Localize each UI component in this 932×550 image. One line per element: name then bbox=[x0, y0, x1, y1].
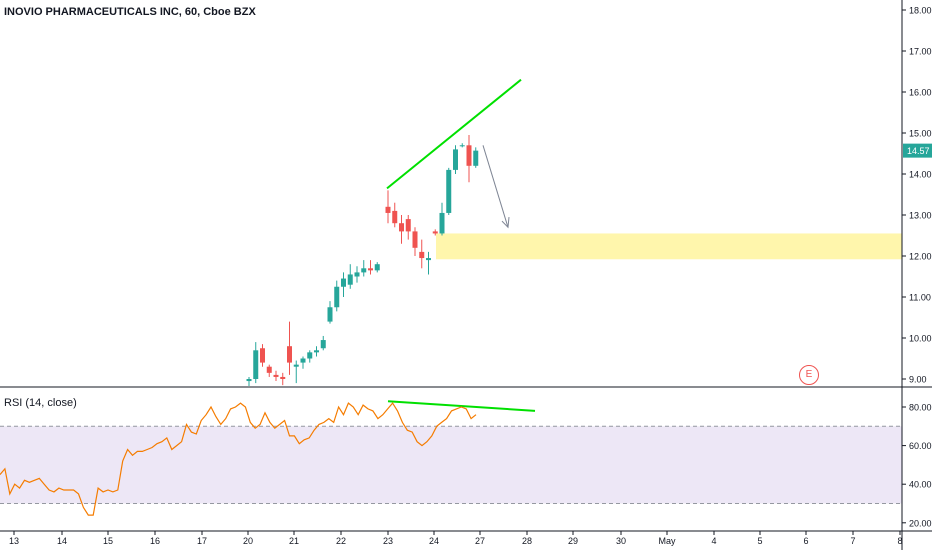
candle-body bbox=[439, 212, 445, 234]
time-tick-label: 27 bbox=[475, 536, 485, 546]
time-tick-label: 13 bbox=[9, 536, 19, 546]
rsi-line bbox=[0, 402, 477, 516]
candle-body bbox=[253, 350, 259, 379]
rsi-tick-label: 40.00 bbox=[909, 480, 932, 490]
candle-body bbox=[280, 376, 286, 379]
candle-body bbox=[347, 274, 353, 285]
candle-body bbox=[314, 350, 319, 353]
candle-body bbox=[399, 223, 404, 232]
candlestick-series bbox=[246, 135, 479, 386]
time-tick-label: 29 bbox=[568, 536, 578, 546]
candle-body bbox=[307, 352, 313, 359]
candle-body bbox=[327, 307, 333, 322]
candle-body bbox=[320, 340, 326, 349]
candle-body bbox=[446, 169, 452, 213]
candle-body bbox=[300, 358, 306, 363]
price-tick-label: 11.00 bbox=[909, 293, 931, 303]
rsi-title: RSI (14, close) bbox=[4, 397, 77, 409]
candle-body bbox=[368, 268, 373, 271]
arrow-head bbox=[501, 217, 510, 229]
price-tick-label: 12.00 bbox=[909, 252, 932, 262]
candle-body bbox=[287, 346, 292, 363]
time-tick-label: 15 bbox=[103, 536, 113, 546]
trendline-price[interactable] bbox=[386, 78, 522, 190]
candle-body bbox=[341, 278, 346, 287]
projection-arrow[interactable] bbox=[482, 145, 510, 229]
candle-body bbox=[361, 268, 367, 273]
candle-body bbox=[334, 286, 340, 308]
candle-body bbox=[392, 210, 398, 224]
time-tick-label: 23 bbox=[383, 536, 393, 546]
candle-body bbox=[273, 374, 279, 377]
candle-body bbox=[260, 348, 265, 363]
time-tick-label: 16 bbox=[150, 536, 160, 546]
price-tick-label: 18.00 bbox=[909, 6, 932, 16]
rsi-tick-label: 80.00 bbox=[909, 403, 932, 413]
arrow-shaft bbox=[482, 145, 509, 228]
time-tick-label: 20 bbox=[243, 536, 253, 546]
candle-body bbox=[459, 145, 465, 147]
time-tick-label: 22 bbox=[336, 536, 346, 546]
chart-title: INOVIO PHARMACEUTICALS INC, 60, Cboe BZX bbox=[4, 6, 256, 18]
price-tick-label: 14.00 bbox=[909, 170, 932, 180]
candle-body bbox=[426, 258, 431, 261]
candle-body bbox=[466, 145, 472, 166]
candle-body bbox=[354, 272, 360, 277]
time-tick-label: 7 bbox=[850, 536, 855, 546]
price-tick-label: 15.00 bbox=[909, 129, 932, 139]
rsi-band bbox=[0, 426, 902, 504]
time-tick-label: 28 bbox=[522, 536, 532, 546]
time-tick-label: 8 bbox=[897, 536, 902, 546]
candle-body bbox=[412, 231, 418, 248]
candle-body bbox=[432, 231, 438, 234]
candle-body bbox=[419, 251, 425, 259]
candle-body bbox=[453, 149, 458, 170]
time-tick-label: 24 bbox=[429, 536, 439, 546]
last-price-label: 14.57 bbox=[907, 146, 930, 156]
price-tick-label: 9.00 bbox=[909, 375, 927, 385]
candle-body bbox=[293, 364, 299, 367]
time-tick-label: 6 bbox=[803, 536, 808, 546]
time-tick-label: 5 bbox=[757, 536, 762, 546]
time-tick-label: 14 bbox=[57, 536, 67, 546]
time-tick-label: May bbox=[658, 536, 676, 546]
candle-body bbox=[405, 219, 411, 232]
time-tick-label: 30 bbox=[616, 536, 626, 546]
trendline-rsi[interactable] bbox=[387, 400, 536, 412]
candle-body bbox=[266, 366, 272, 373]
rsi-tick-label: 60.00 bbox=[909, 441, 932, 451]
time-tick-label: 17 bbox=[197, 536, 207, 546]
rsi-tick-label: 20.00 bbox=[909, 518, 932, 528]
last-price-badge bbox=[903, 143, 932, 158]
candle-body bbox=[374, 264, 380, 271]
earnings-marker[interactable]: E bbox=[799, 365, 819, 385]
price-tick-label: 10.00 bbox=[909, 334, 932, 344]
price-tick-label: 16.00 bbox=[909, 88, 932, 98]
time-axis: 13 14 15 16 17 20 21 22 23 24 27 28 29 30 May 4 5 6 7 8 bbox=[9, 531, 903, 546]
time-tick-label: 4 bbox=[711, 536, 716, 546]
price-tick-label: 17.00 bbox=[909, 47, 932, 57]
price-tick-label: 13.00 bbox=[909, 211, 932, 221]
candle-body bbox=[473, 150, 479, 166]
supply-demand-zone[interactable] bbox=[436, 233, 902, 260]
candle-body bbox=[246, 379, 252, 382]
candle-body bbox=[385, 206, 391, 213]
rsi-panel bbox=[0, 402, 902, 516]
time-tick-label: 21 bbox=[289, 536, 299, 546]
